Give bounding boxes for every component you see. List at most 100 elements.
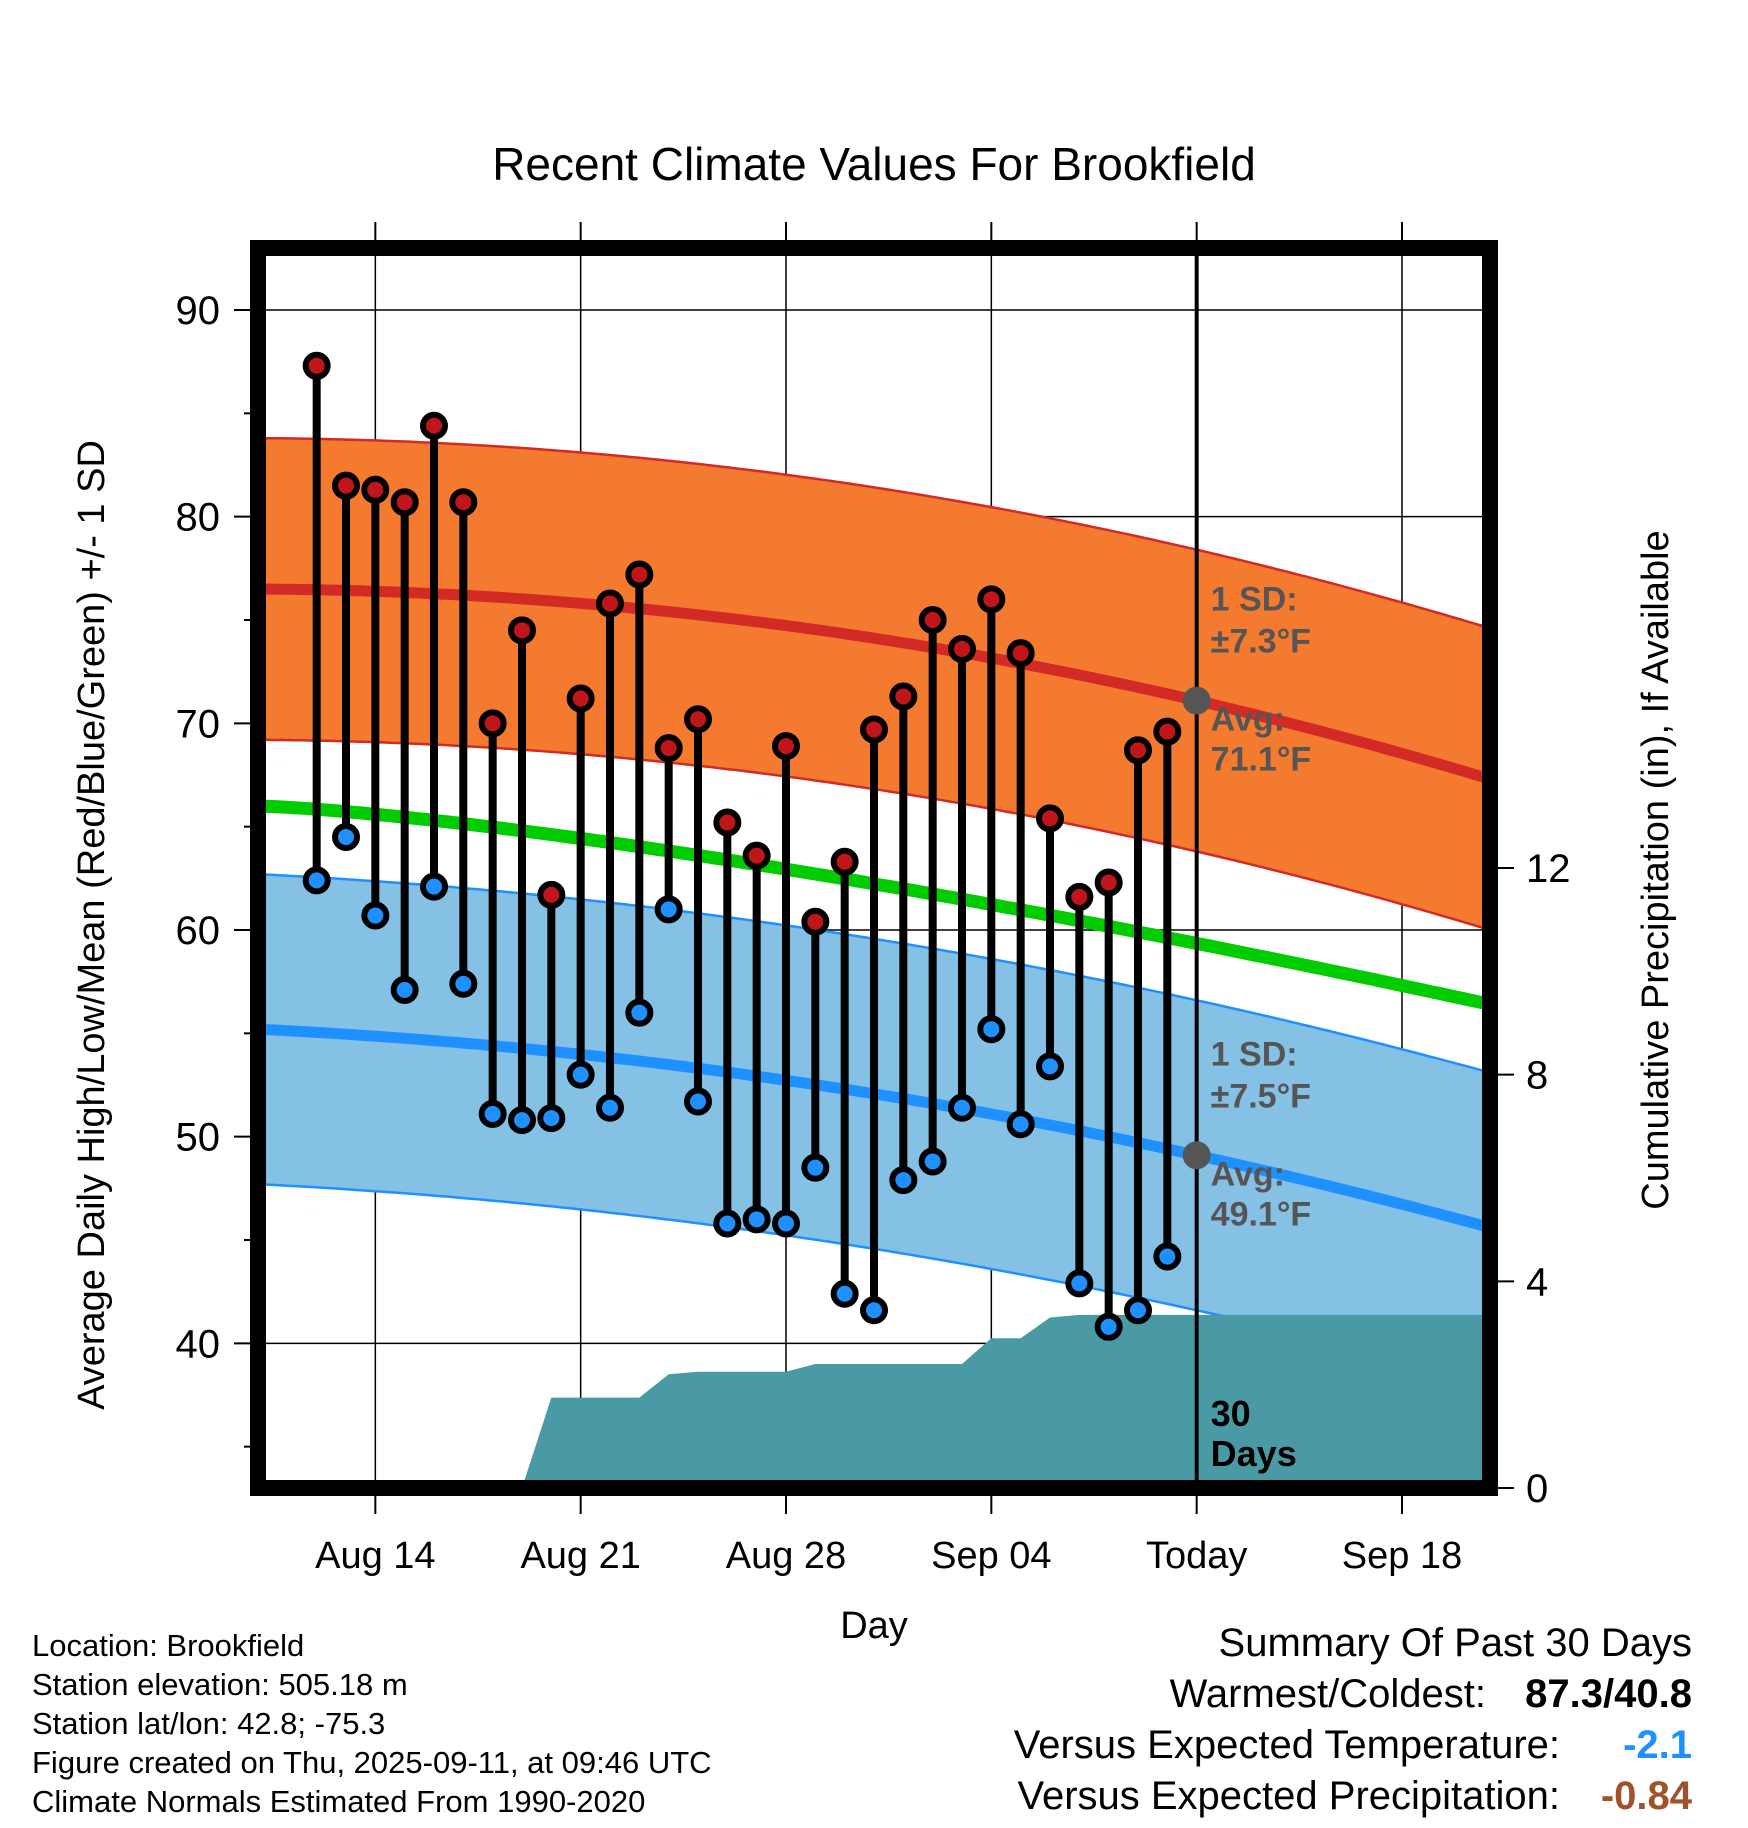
daily-high-point [889, 682, 918, 711]
summary-title: Summary Of Past 30 Days [1218, 1621, 1692, 1665]
daily-high-point [860, 715, 888, 744]
today-days-label: Days [1211, 1433, 1297, 1474]
daily-high-point [1153, 717, 1182, 746]
created-text: Figure created on Thu, 2025-09-11, at 09… [32, 1745, 712, 1780]
daily-low-point [390, 975, 419, 1004]
high-sd-upper-line [257, 436, 1491, 630]
y2-tick-label: 0 [1526, 1467, 1548, 1511]
daily-low-point [684, 1087, 712, 1116]
elevation-text: Station elevation: 505.18 m [32, 1667, 408, 1702]
daily-low-point [801, 1153, 830, 1182]
y2-tick-label: 4 [1526, 1260, 1548, 1304]
x-tick-label: Sep 18 [1342, 1535, 1462, 1577]
daily-low-point [596, 1093, 624, 1122]
low-avg-value: 49.1°F [1211, 1195, 1312, 1233]
daily-high-point [1094, 868, 1123, 897]
daily-high-point [508, 616, 536, 645]
y2-axis-label: Cumulative Precipitation (in), If Availa… [1635, 530, 1677, 1209]
temp-vs-expected-label: Versus Expected Temperature: [1013, 1723, 1560, 1767]
summary-panel: Summary Of Past 30 Days Warmest/Coldest:… [932, 1618, 1692, 1822]
daily-low-point [1036, 1052, 1064, 1081]
daily-high-point [390, 488, 419, 517]
high-sd-band [258, 438, 1490, 930]
y-tick-label: 70 [176, 702, 221, 746]
today-days-label: 30 [1211, 1393, 1251, 1434]
today-low-avg-point [1182, 1141, 1211, 1170]
daily-low-point [566, 1060, 595, 1089]
daily-low-point [478, 1099, 507, 1128]
x-tick-label: Today [1146, 1535, 1247, 1577]
latlon-text: Station lat/lon: 42.8; -75.3 [32, 1706, 386, 1741]
daily-low-point [830, 1279, 859, 1308]
low-avg-label: Avg: [1211, 1155, 1285, 1193]
daily-low-point [625, 998, 654, 1027]
cumulative-precip-area [492, 1314, 1490, 1488]
normals-text: Climate Normals Estimated From 1990-2020 [32, 1784, 646, 1819]
daily-low-point [420, 872, 448, 901]
daily-high-point [361, 475, 390, 504]
daily-low-point [1124, 1296, 1152, 1325]
daily-high-point [478, 709, 507, 738]
low-sd-value: ±7.5°F [1211, 1077, 1311, 1115]
daily-high-point [1036, 804, 1064, 833]
x-tick-label: Aug 28 [726, 1535, 846, 1577]
daily-high-point [742, 841, 771, 870]
low-sd-label: 1 SD: [1211, 1035, 1298, 1073]
daily-high-point [596, 589, 624, 618]
daily-low-point [860, 1296, 888, 1325]
daily-high-point [918, 606, 947, 634]
daily-high-point [830, 847, 859, 876]
x-axis-label: Day [840, 1605, 908, 1647]
high-sd-label: 1 SD: [1211, 581, 1298, 619]
daily-high-point [654, 734, 683, 763]
daily-low-point [449, 969, 478, 998]
daily-low-point [508, 1106, 536, 1135]
today-high-avg-point [1182, 686, 1211, 715]
x-tick-label: Sep 04 [931, 1535, 1051, 1577]
daily-low-point [332, 823, 360, 851]
daily-low-point [654, 895, 683, 924]
daily-high-point [449, 488, 478, 517]
precip-vs-expected-label: Versus Expected Precipitation: [1017, 1774, 1560, 1818]
daily-low-point [302, 866, 331, 895]
y2-tick-label: 12 [1526, 847, 1571, 891]
daily-high-point [713, 808, 742, 837]
y2-tick-label: 8 [1526, 1054, 1548, 1098]
daily-high-point [332, 471, 360, 500]
daily-low-point [1094, 1312, 1123, 1341]
daily-high-point [566, 684, 595, 713]
chart-title: Recent Climate Values For Brookfield [492, 138, 1256, 190]
daily-high-point [1065, 882, 1094, 911]
high-sd-value: ±7.3°F [1211, 623, 1311, 661]
x-tick-label: Aug 21 [520, 1535, 640, 1577]
y-tick-label: 80 [176, 496, 221, 540]
precip-vs-expected-value: -0.84 [1600, 1774, 1692, 1818]
high-avg-label: Avg: [1211, 701, 1285, 739]
daily-high-point [772, 732, 800, 761]
station-info: Location: Brookfield Station elevation: … [32, 1626, 712, 1821]
y-tick-label: 50 [176, 1116, 221, 1160]
daily-low-point [977, 1015, 1006, 1044]
warm-cold-value: 87.3/40.8 [1525, 1672, 1692, 1716]
daily-low-point [948, 1093, 976, 1122]
daily-high-point [1006, 639, 1035, 668]
high-avg-value: 71.1°F [1211, 741, 1312, 779]
y-tick-label: 60 [176, 909, 221, 953]
daily-low-point [537, 1104, 566, 1133]
location-text: Location: Brookfield [32, 1628, 305, 1663]
daily-high-point [1124, 736, 1152, 765]
daily-low-point [713, 1209, 742, 1238]
daily-low-point [889, 1166, 918, 1195]
daily-high-point [537, 880, 566, 909]
y-tick-label: 40 [176, 1322, 221, 1366]
daily-low-point [1153, 1242, 1182, 1271]
daily-low-point [1006, 1110, 1035, 1139]
daily-low-point [1065, 1269, 1094, 1298]
daily-low-point [361, 901, 390, 930]
daily-high-point [977, 585, 1006, 614]
x-tick-label: Aug 14 [315, 1535, 435, 1577]
daily-high-point [948, 634, 976, 663]
daily-low-point [742, 1205, 771, 1234]
daily-low-point [772, 1209, 800, 1238]
